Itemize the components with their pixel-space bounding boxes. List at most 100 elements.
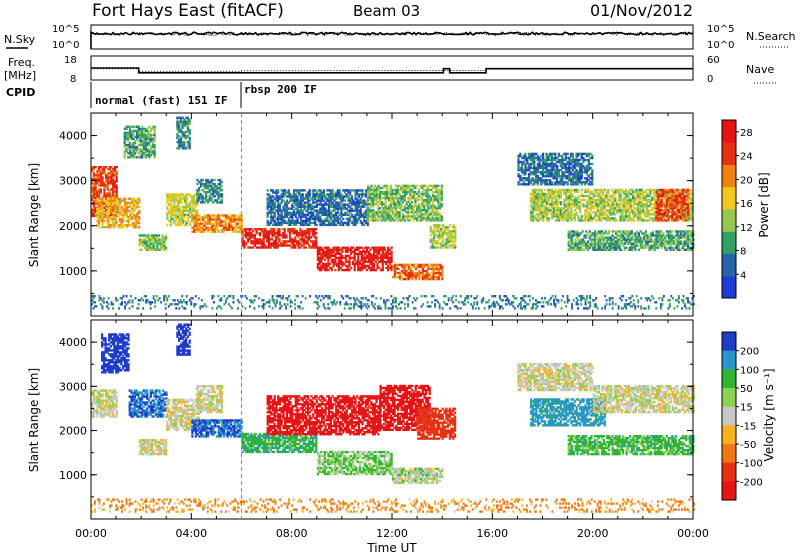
echo-cell <box>108 226 111 229</box>
echo-cell <box>212 224 215 227</box>
echo-cell <box>517 156 520 160</box>
echo-cell <box>123 150 126 153</box>
echo-cell <box>185 207 188 210</box>
echo-cell <box>212 182 215 186</box>
echo-cell <box>158 248 161 251</box>
echo-cell <box>346 246 349 249</box>
echo-cell <box>113 170 116 173</box>
echo-cell <box>143 234 147 237</box>
echo-cell <box>559 201 562 204</box>
echo-cell <box>418 265 421 269</box>
echo-cell <box>584 171 587 174</box>
echo-cell <box>262 234 265 237</box>
echo-cell <box>108 192 111 195</box>
echo-cell <box>224 216 227 219</box>
echo-cell <box>212 195 215 198</box>
echo-cell <box>139 135 142 139</box>
echo-cell <box>208 214 212 217</box>
echo-cell <box>128 152 132 155</box>
echo-cell <box>547 173 550 176</box>
echo-cell <box>350 199 354 202</box>
echo-cell <box>105 180 108 183</box>
echo-cell <box>379 198 382 202</box>
echo-cell <box>295 242 299 245</box>
echo-cell <box>301 219 304 223</box>
echo-cell <box>308 205 311 208</box>
echo-cell <box>352 223 355 227</box>
echo-cell <box>312 213 315 216</box>
echo-cell <box>370 192 373 196</box>
echo-cell <box>398 196 401 200</box>
echo-cell <box>280 209 283 212</box>
echo-cell <box>213 178 217 182</box>
echo-cell <box>358 260 362 264</box>
echo-cell <box>132 215 136 219</box>
echo-cell <box>191 218 194 221</box>
echo-cell <box>366 209 370 212</box>
echo-cell <box>556 175 559 178</box>
echo-cell <box>98 176 101 179</box>
echo-cell <box>156 240 159 243</box>
echo-cell <box>393 267 396 271</box>
echo-cell <box>169 219 172 223</box>
echo-cell <box>336 248 339 251</box>
echo-cell <box>201 216 205 219</box>
echo-cell <box>580 166 583 170</box>
echo-cell <box>377 215 380 218</box>
echo-cell <box>270 195 273 198</box>
echo-cell <box>340 193 343 196</box>
echo-cell <box>112 194 115 197</box>
echo-cell <box>248 238 251 241</box>
echo-cell <box>150 234 154 237</box>
echo-cell <box>175 219 178 223</box>
echo-cell <box>379 186 382 190</box>
echo-cell <box>367 258 370 262</box>
echo-cell <box>131 205 134 209</box>
echo-cell <box>399 263 402 267</box>
echo-cell <box>178 219 181 223</box>
echo-cell <box>320 256 323 260</box>
echo-cell <box>393 263 396 267</box>
echo-cell <box>250 246 253 249</box>
echo-cell <box>398 203 401 206</box>
echo-cell <box>377 205 380 208</box>
echo-cell <box>437 213 440 216</box>
echo-cell <box>207 218 210 221</box>
echo-cell <box>366 194 370 198</box>
echo-cell <box>375 211 378 214</box>
echo-cell <box>303 207 306 210</box>
echo-cell <box>372 186 375 190</box>
echo-cell <box>580 188 584 192</box>
echo-cell <box>176 221 179 225</box>
echo-cell <box>214 222 217 225</box>
echo-cell <box>343 221 346 225</box>
echo-cell <box>347 203 350 206</box>
echo-cell <box>262 228 265 231</box>
echo-cell <box>430 267 433 271</box>
echo-cell <box>210 228 213 231</box>
echo-cell <box>301 234 304 237</box>
echo-cell <box>108 182 111 185</box>
echo-cell <box>166 223 169 227</box>
echo-cell <box>354 201 357 204</box>
echo-cell <box>169 223 172 227</box>
echo-cell <box>294 199 297 202</box>
echo-cell <box>317 215 320 218</box>
echo-cell <box>260 244 263 247</box>
echo-cell <box>136 221 139 225</box>
echo-cell <box>435 184 438 188</box>
echo-cell <box>208 189 211 192</box>
echo-cell <box>535 152 538 156</box>
echo-cell <box>549 168 552 172</box>
echo-cell <box>344 258 347 262</box>
echo-cell <box>405 207 408 210</box>
echo-cell <box>163 238 166 241</box>
echo-cell <box>207 228 210 231</box>
echo-cell <box>101 219 104 223</box>
echo-cell <box>322 221 325 225</box>
echo-cell <box>101 184 104 187</box>
echo-cell <box>106 226 109 229</box>
echo-cell <box>98 178 101 181</box>
echo-cell <box>308 211 311 214</box>
echo-cell <box>303 205 306 208</box>
